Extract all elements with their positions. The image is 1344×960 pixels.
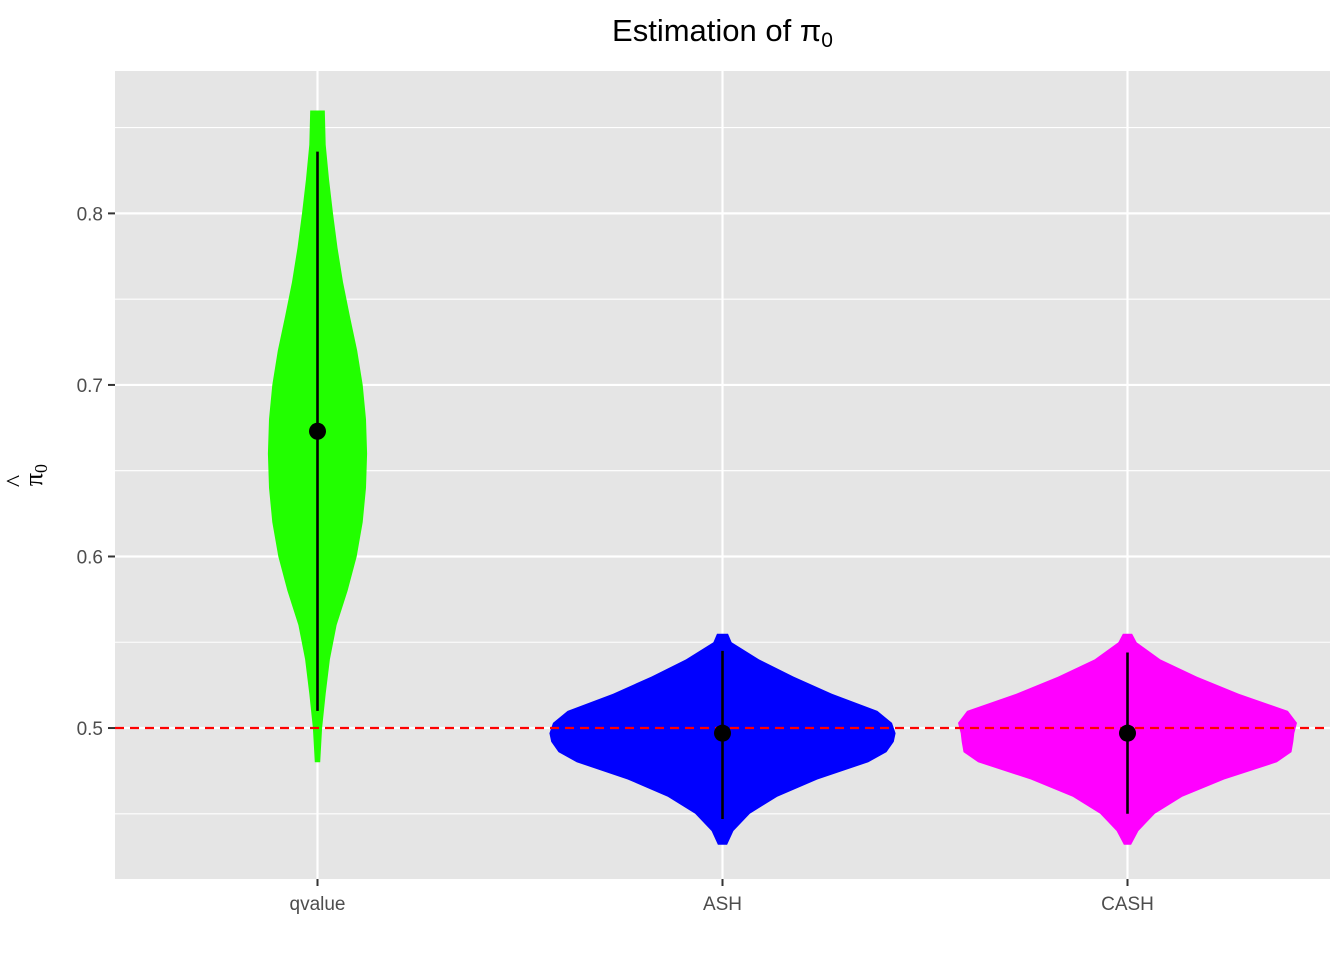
y-label-hat: ^ xyxy=(1,475,30,487)
chart-title: Estimation of π0 xyxy=(612,13,833,52)
title-text: Estimation of π0 xyxy=(612,13,833,52)
y-tick-label: 0.5 xyxy=(77,719,103,740)
y-tick-label: 0.8 xyxy=(77,204,103,225)
y-label-rotated: π0^ xyxy=(1,464,51,487)
y-axis-label: π0^ xyxy=(1,464,51,487)
x-tick-label: CASH xyxy=(1101,894,1154,915)
x-tick-label: qvalue xyxy=(290,894,346,915)
mean-points xyxy=(309,422,1136,742)
x-tick-label: ASH xyxy=(703,894,742,915)
x-axis: qvalue ASH CASH xyxy=(290,879,1154,915)
y-tick-label: 0.6 xyxy=(77,547,103,568)
mean-point-qvalue xyxy=(309,422,326,440)
y-axis: 0.5 0.6 0.7 0.8 xyxy=(77,204,115,740)
mean-point-ash xyxy=(714,724,731,742)
y-label-text: π0 xyxy=(19,464,51,486)
y-tick-label: 0.7 xyxy=(77,376,103,397)
mean-point-cash xyxy=(1119,724,1136,742)
